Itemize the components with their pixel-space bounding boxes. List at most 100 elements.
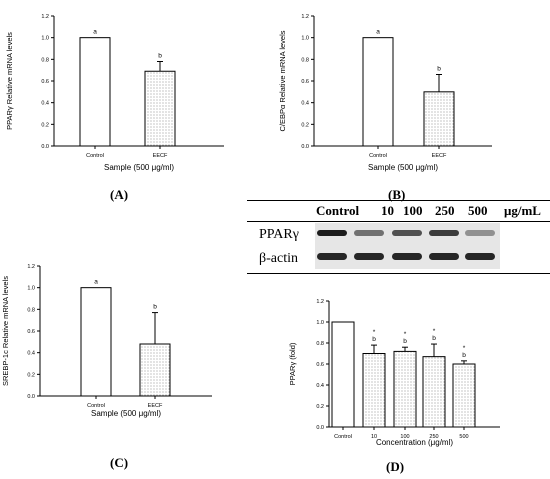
y-tick-label: 0.4 xyxy=(301,101,309,107)
blot-band xyxy=(465,252,495,260)
blot-band xyxy=(465,230,495,236)
significance-label: b xyxy=(158,53,162,60)
blot-top-rule xyxy=(247,200,550,201)
significance-label: b xyxy=(372,336,376,343)
bar xyxy=(79,37,111,147)
x-tick-label: 10 xyxy=(371,434,377,440)
blot-bands xyxy=(247,200,550,274)
y-tick-label: 1.2 xyxy=(41,14,49,20)
significance-label: b xyxy=(437,66,441,73)
chart-b-svg: 0.0 0.2 0.4 0.6 0.8 1.0 1.2 Control a EECF b Sample… xyxy=(278,14,492,172)
y-tick-label: 0.6 xyxy=(27,329,35,335)
blot-header-100: 100 xyxy=(403,203,423,218)
blot-header-10: 10 xyxy=(381,203,394,218)
bar xyxy=(362,37,394,147)
y-tick-label: 1.0 xyxy=(41,36,49,42)
significance-label: * xyxy=(433,328,436,335)
x-axis-title: Sample (500 μg/ml) xyxy=(104,163,174,172)
blot-header-control: Control xyxy=(316,203,360,218)
y-tick-label: 1.2 xyxy=(316,299,324,305)
y-tick-label: 0.2 xyxy=(41,122,49,128)
significance-label: a xyxy=(93,29,97,36)
panel-a-chart: 0.0 0.2 0.4 0.6 0.8 1.0 1.2 Control a EECF b Sample… xyxy=(0,0,275,185)
panel-label-c: (C) xyxy=(110,455,129,470)
bar xyxy=(80,287,112,397)
x-tick-label: 250 xyxy=(429,434,438,440)
y-tick-label: 0.2 xyxy=(27,372,35,378)
panel-d-chart: 0.0 0.2 0.4 0.6 0.8 1.0 1.2 Control 10 * b 100 * b 250… xyxy=(275,285,550,455)
y-tick-label: 1.2 xyxy=(301,14,309,20)
blot-band xyxy=(317,252,347,260)
y-tick-label: 0.6 xyxy=(301,79,309,85)
blot-header-rule xyxy=(247,221,550,222)
x-tick-label: 100 xyxy=(400,434,409,440)
significance-label: * xyxy=(404,331,407,338)
blot-row-pparg: PPARγ xyxy=(259,227,299,242)
x-tick-label: 500 xyxy=(459,434,468,440)
blot-band xyxy=(429,230,459,236)
panel-label-b: (B) xyxy=(388,187,406,202)
y-tick-label: 0.6 xyxy=(316,362,324,368)
bar xyxy=(423,91,455,147)
bar xyxy=(422,356,446,428)
x-tick-label: EECF xyxy=(432,153,447,159)
significance-label: b xyxy=(462,352,466,359)
y-tick-label: 0.0 xyxy=(27,394,35,400)
x-axis-title: Sample (500 μg/ml) xyxy=(368,163,438,172)
bar xyxy=(139,343,171,397)
y-tick-label: 0.4 xyxy=(27,351,35,357)
y-tick-label: 0.0 xyxy=(316,425,324,431)
blot-row-beta-actin: β-actin xyxy=(259,251,298,266)
x-tick-label: EECF xyxy=(148,403,163,409)
panel-label-a: (A) xyxy=(110,187,129,202)
blot-header-unit: μg/mL xyxy=(504,203,541,218)
blot-band xyxy=(392,230,422,236)
x-axis-title: Sample (500 μg/ml) xyxy=(91,409,161,418)
significance-label: b xyxy=(153,304,157,311)
y-tick-label: 0.2 xyxy=(301,122,309,128)
y-axis-title: SREBP-1c Relative mRNA levels xyxy=(1,276,10,386)
bar xyxy=(144,70,176,147)
x-tick-label: Control xyxy=(369,153,387,159)
x-tick-label: Control xyxy=(334,434,352,440)
y-tick-label: 0.4 xyxy=(41,101,49,107)
y-tick-label: 0.8 xyxy=(301,57,309,63)
significance-label: * xyxy=(463,345,466,352)
significance-label: b xyxy=(432,335,436,342)
y-tick-label: 0.8 xyxy=(27,307,35,313)
blot-bottom-rule xyxy=(247,273,550,274)
y-tick-label: 0.2 xyxy=(316,404,324,410)
bar xyxy=(452,363,476,428)
blot-band xyxy=(392,252,422,260)
x-tick-label: EECF xyxy=(153,153,168,159)
chart-a-svg: 0.0 0.2 0.4 0.6 0.8 1.0 1.2 Control a EECF b Sample… xyxy=(5,14,224,172)
blot-header-500: 500 xyxy=(468,203,488,218)
y-tick-label: 1.0 xyxy=(301,36,309,42)
y-tick-label: 0.8 xyxy=(41,57,49,63)
blot-header-250: 250 xyxy=(435,203,455,218)
western-blot: Control 10 100 250 500 μg/mL PPARγ β-act… xyxy=(247,200,550,274)
y-tick-label: 1.0 xyxy=(316,320,324,326)
bar xyxy=(331,321,355,428)
y-axis-title: C/EBPα Relative mRNA levels xyxy=(278,30,287,131)
blot-band xyxy=(354,230,384,236)
significance-label: a xyxy=(376,29,380,36)
x-tick-label: Control xyxy=(86,153,104,159)
y-tick-label: 0.6 xyxy=(41,79,49,85)
y-tick-label: 0.0 xyxy=(301,144,309,150)
blot-band xyxy=(317,230,347,236)
significance-label: * xyxy=(373,329,376,336)
blot-band xyxy=(354,252,384,260)
blot-band xyxy=(429,252,459,260)
significance-label: b xyxy=(403,338,407,345)
panel-label-d: (D) xyxy=(386,459,405,474)
x-tick-label: Control xyxy=(87,403,105,409)
significance-label: a xyxy=(94,279,98,286)
bar xyxy=(393,350,417,428)
y-tick-label: 0.0 xyxy=(41,144,49,150)
chart-c-svg: 0.0 0.2 0.4 0.6 0.8 1.0 1.2 Control a EECF b Sample… xyxy=(1,264,212,418)
y-tick-label: 1.2 xyxy=(27,264,35,270)
y-axis-title: PPARγ Relative mRNA levels xyxy=(5,32,14,130)
y-tick-label: 1.0 xyxy=(27,286,35,292)
